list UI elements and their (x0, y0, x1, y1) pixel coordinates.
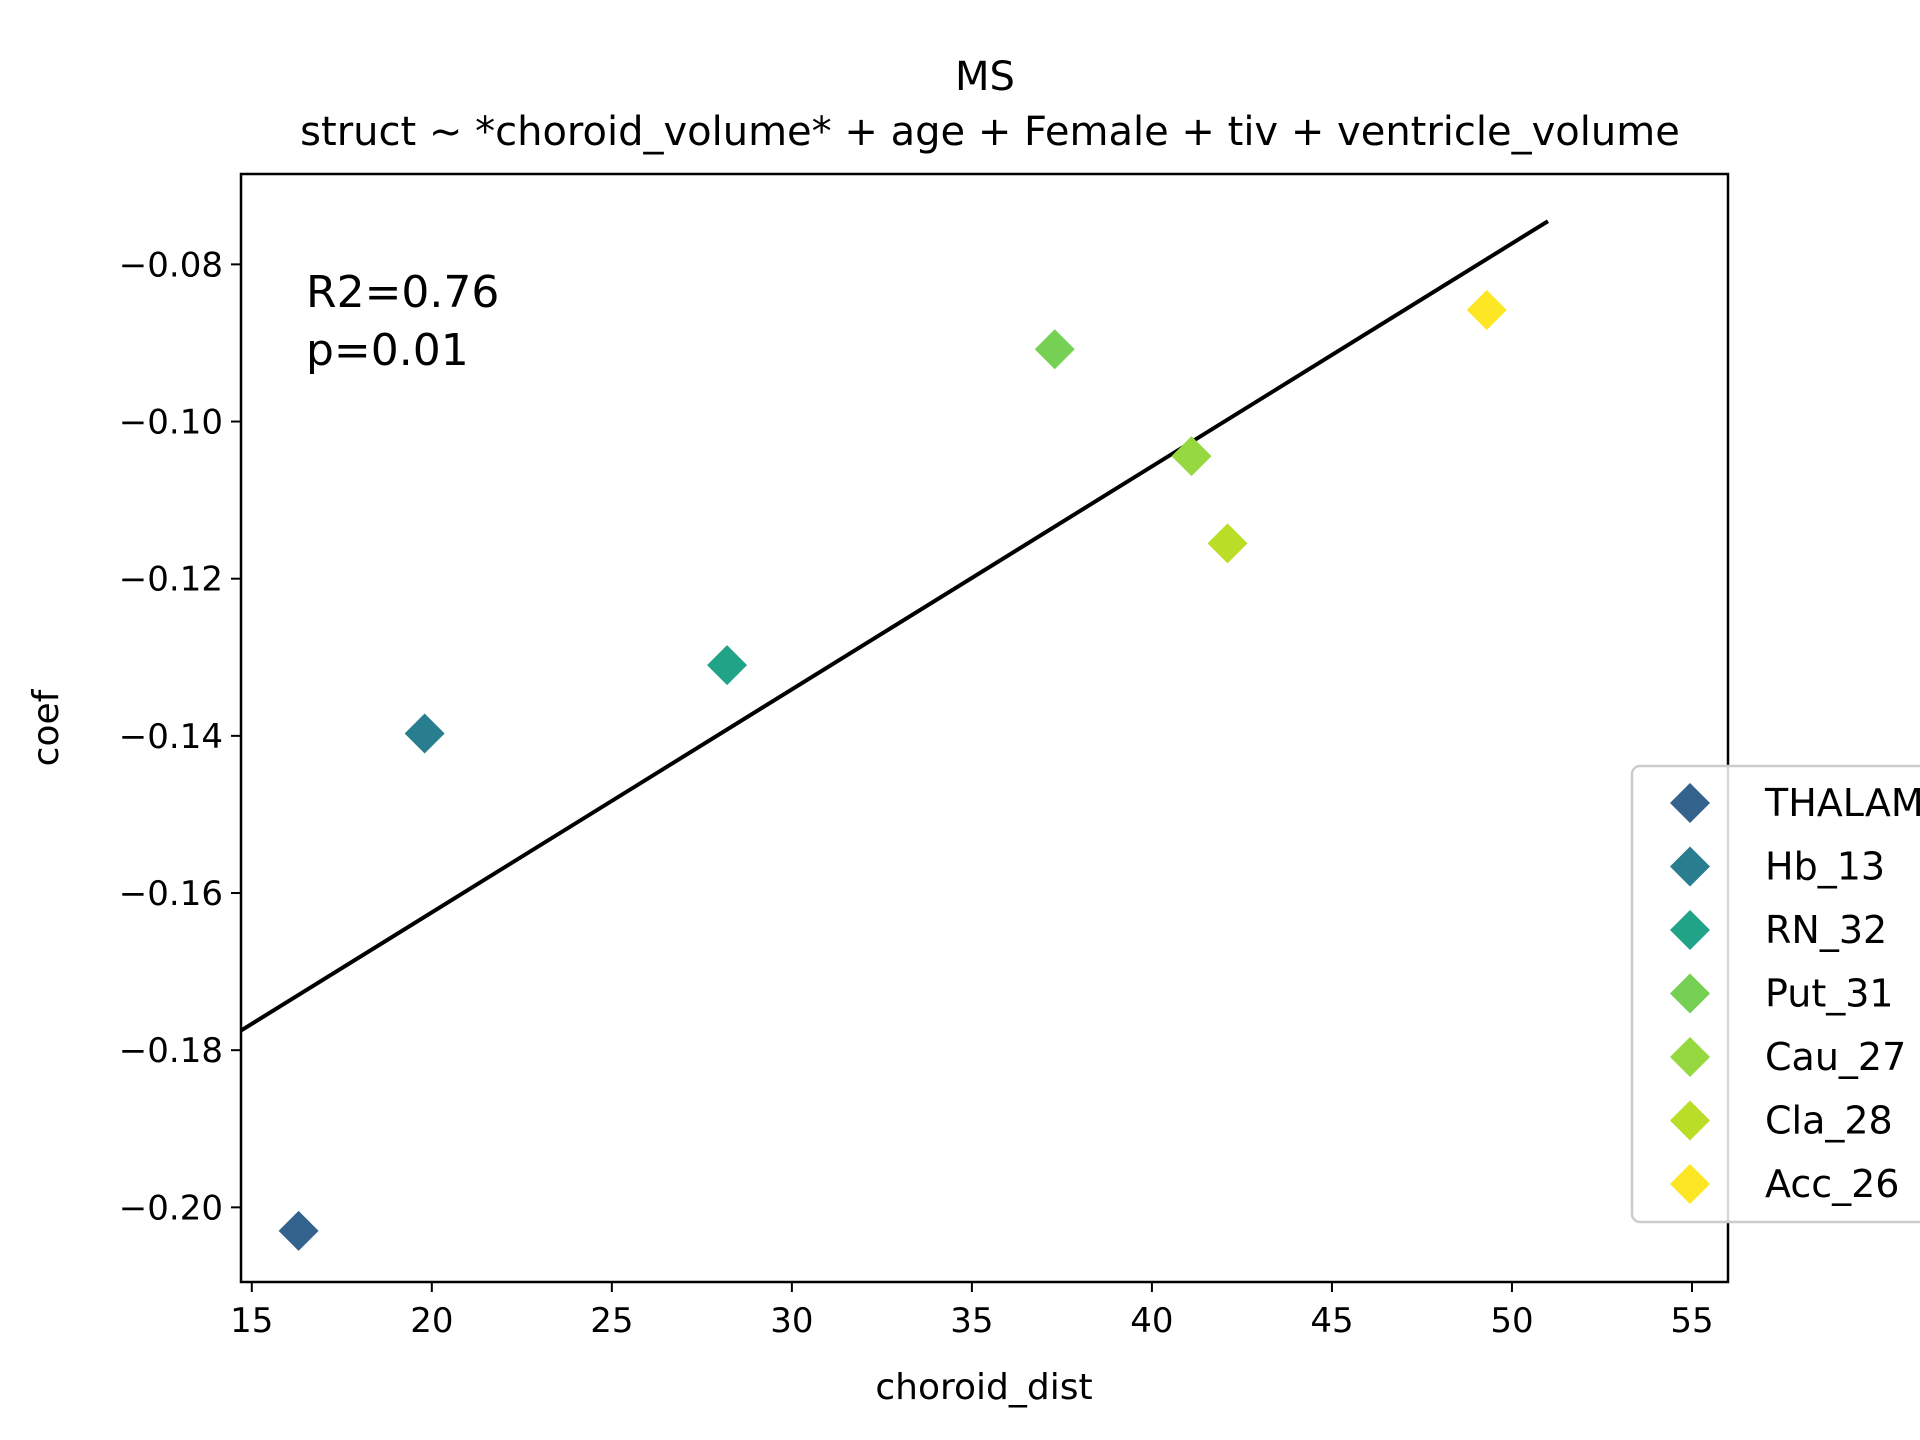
plot-area (239, 219, 1550, 1251)
y-tick-label: −0.10 (119, 403, 223, 443)
legend-label-thalamus: THALAMUS (1764, 781, 1920, 825)
stats-annotation: R2=0.76 p=0.01 (306, 267, 499, 376)
legend-marker-rn_32 (1670, 910, 1710, 950)
p-value-annotation: p=0.01 (306, 325, 469, 376)
y-axis-ticks: −0.20 −0.18 −0.16 −0.14 −0.12 −0.10 −0.08 (119, 245, 241, 1228)
x-tick-label: 50 (1490, 1301, 1533, 1341)
x-tick-label: 20 (410, 1301, 453, 1341)
legend-marker-cla_28 (1670, 1100, 1710, 1141)
data-point-put_31 (1034, 329, 1075, 370)
r2-annotation: R2=0.76 (306, 267, 499, 318)
x-tick-label: 15 (230, 1301, 273, 1341)
chart-subtitle: struct ~ *choroid_volume* + age + Female… (300, 109, 1680, 155)
data-point-rn_32 (707, 645, 748, 686)
legend-label-rn_32: RN_32 (1765, 908, 1887, 952)
legend-marker-cau_27 (1670, 1037, 1710, 1077)
x-tick-label: 45 (1310, 1301, 1353, 1341)
legend-label-acc_26: Acc_26 (1765, 1162, 1899, 1206)
y-tick-label: −0.14 (119, 717, 223, 757)
y-tick-label: −0.16 (119, 874, 223, 914)
legend-marker-thalamus (1670, 783, 1710, 823)
regression-line (239, 219, 1550, 1033)
y-axis-label: coef (26, 688, 67, 766)
legend-marker-acc_26 (1670, 1164, 1710, 1204)
x-axis-label: choroid_dist (875, 1367, 1092, 1408)
x-tick-label: 25 (590, 1301, 633, 1341)
x-tick-label: 35 (950, 1301, 993, 1341)
legend-label-cau_27: Cau_27 (1765, 1035, 1906, 1079)
axes-frame (239, 172, 1730, 1284)
y-tick-label: −0.20 (119, 1188, 223, 1228)
x-tick-label: 40 (1130, 1301, 1173, 1341)
y-tick-label: −0.18 (119, 1031, 223, 1071)
legend-box (1630, 764, 1920, 1224)
legend: THALAMUS Hb_13 RN_32 Put_31 Cau_27 Cla_28 Acc_… (1630, 764, 1920, 1224)
x-tick-label: 30 (770, 1301, 813, 1341)
legend-marker-hb_13 (1670, 846, 1710, 887)
legend-marker-put_31 (1670, 973, 1710, 1014)
data-point-cla_28 (1207, 523, 1248, 564)
y-tick-label: −0.08 (119, 245, 223, 285)
legend-label-hb_13: Hb_13 (1765, 845, 1885, 889)
x-axis-ticks: 15 20 25 30 35 40 45 50 55 (230, 1282, 1714, 1341)
data-point-acc_26 (1466, 289, 1507, 330)
x-tick-label: 55 (1670, 1301, 1713, 1341)
legend-label-put_31: Put_31 (1765, 972, 1894, 1016)
data-point-hb_13 (404, 713, 445, 754)
chart-title: MS (955, 54, 1015, 100)
y-tick-label: −0.12 (119, 560, 223, 600)
data-point-cau_27 (1171, 436, 1212, 477)
legend-label-cla_28: Cla_28 (1765, 1099, 1893, 1143)
data-point-thalamus (278, 1210, 319, 1251)
